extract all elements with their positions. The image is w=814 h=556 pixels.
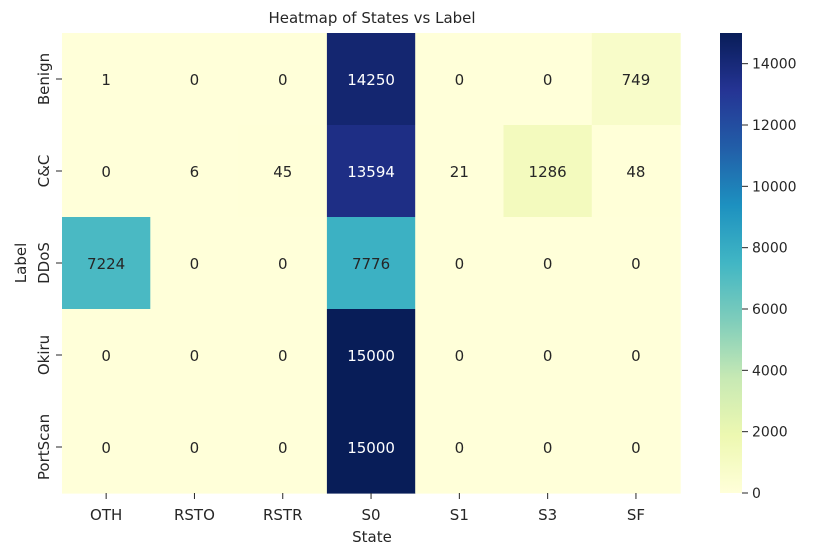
chart-title: Heatmap of States vs Label (268, 9, 475, 27)
cell-value-label: 0 (101, 347, 111, 365)
cell-value-label: 0 (101, 163, 111, 181)
heatmap-cell (415, 401, 505, 494)
heatmap-cell (326, 33, 416, 126)
heatmap-cell (415, 217, 505, 310)
y-axis-label: Label (12, 243, 30, 283)
colorbar-tick-label: 4000 (752, 363, 788, 379)
y-tick-label-okiru: Okiru (35, 335, 53, 375)
heatmap-cell (150, 217, 240, 310)
cell-value-label: 0 (455, 347, 465, 365)
cell-value-label: 1 (101, 71, 111, 89)
cell-value-label: 45 (273, 163, 292, 181)
heatmap-cell (326, 125, 416, 218)
cell-value-label: 0 (543, 255, 553, 273)
x-tick-label-s3: S3 (538, 506, 557, 524)
colorbar-tick-label: 14000 (752, 57, 797, 73)
heatmap-cell (591, 309, 681, 402)
cell-value-label: 0 (278, 439, 288, 457)
cell-value-label: 0 (543, 439, 553, 457)
colorbar-tick-label: 6000 (752, 302, 788, 318)
x-axis-label: State (352, 528, 392, 546)
heatmap-cell (591, 33, 681, 126)
y-tick-label-portscan: PortScan (35, 414, 53, 480)
heatmap-cell (238, 33, 328, 126)
heatmap-cell (415, 33, 505, 126)
heatmap-cell (62, 217, 151, 310)
colorbar-ticks: 0 2000 4000 6000 8000 10000 12000 14000 (742, 57, 797, 502)
cell-value-label: 0 (278, 347, 288, 365)
cell-value-label: 0 (278, 71, 288, 89)
heatmap-cell (150, 401, 240, 494)
cell-value-label: 0 (455, 71, 465, 89)
heatmap-cell (503, 125, 593, 218)
colorbar-tick-label: 12000 (752, 118, 797, 134)
heatmap-cell (238, 125, 328, 218)
heatmap-cell (62, 33, 151, 126)
cell-value-label: 6 (190, 163, 200, 181)
heatmap-cell (62, 401, 151, 494)
heatmap-cell (415, 125, 505, 218)
cell-value-label: 13594 (347, 163, 395, 181)
heatmap-cell (326, 309, 416, 402)
heatmap-cell (150, 125, 240, 218)
heatmap-cell (326, 401, 416, 494)
cell-value-label: 15000 (347, 439, 395, 457)
cell-value-label: 0 (190, 71, 200, 89)
heatmap-cell (150, 33, 240, 126)
x-axis-ticks: OTH RSTO RSTR S0 S1 S3 SF (90, 493, 645, 524)
heatmap-cell (238, 401, 328, 494)
cell-value-label: 749 (622, 71, 651, 89)
heatmap-cell (62, 309, 151, 402)
heatmap-cell (503, 217, 593, 310)
cell-value-label: 15000 (347, 347, 395, 365)
heatmap-cell (503, 401, 593, 494)
heatmap-cell (238, 309, 328, 402)
cell-value-label: 7776 (352, 255, 390, 273)
colorbar (720, 33, 742, 493)
heatmap-cells: 1 0 0 14250 0 0 749 0 6 45 13594 21 1286 48 7224 0 0 7776… (62, 33, 681, 494)
cell-value-label: 0 (455, 439, 465, 457)
x-tick-label-rsto: RSTO (174, 506, 215, 524)
cell-value-label: 0 (190, 255, 200, 273)
y-axis-ticks: Benign C&C DDoS Okiru PortScan (35, 53, 62, 480)
heatmap-cell (591, 401, 681, 494)
y-tick-label-ddos: DDoS (35, 242, 53, 284)
heatmap-cell (591, 217, 681, 310)
heatmap-cell (503, 33, 593, 126)
heatmap-cell (62, 125, 151, 218)
y-tick-label-c-c: C&C (35, 155, 53, 188)
heatmap-cell (150, 309, 240, 402)
heatmap-cell (503, 309, 593, 402)
colorbar-tick-label: 8000 (752, 241, 788, 257)
x-tick-label-sf: SF (627, 506, 645, 524)
x-tick-label-rstr: RSTR (263, 506, 303, 524)
cell-value-label: 14250 (347, 71, 395, 89)
cell-value-label: 1286 (529, 163, 567, 181)
colorbar-tick-label: 2000 (752, 425, 788, 441)
colorbar-tick-label: 10000 (752, 179, 797, 195)
cell-value-label: 48 (626, 163, 645, 181)
cell-value-label: 0 (190, 439, 200, 457)
cell-value-label: 0 (101, 439, 111, 457)
cell-value-label: 0 (631, 255, 641, 273)
cell-value-label: 21 (450, 163, 469, 181)
cell-value-label: 7224 (87, 255, 125, 273)
heatmap-cell (238, 217, 328, 310)
cell-value-label: 0 (631, 347, 641, 365)
cell-value-label: 0 (631, 439, 641, 457)
cell-value-label: 0 (455, 255, 465, 273)
cell-value-label: 0 (543, 71, 553, 89)
y-tick-label-benign: Benign (35, 53, 53, 105)
heatmap-cell (326, 217, 416, 310)
heatmap-cell (415, 309, 505, 402)
cell-value-label: 0 (543, 347, 553, 365)
colorbar-tick-label: 0 (752, 486, 761, 502)
heatmap-cell (591, 125, 681, 218)
x-tick-label-s0: S0 (362, 506, 381, 524)
x-tick-label-s1: S1 (450, 506, 469, 524)
cell-value-label: 0 (190, 347, 200, 365)
x-tick-label-oth: OTH (90, 506, 122, 524)
cell-value-label: 0 (278, 255, 288, 273)
